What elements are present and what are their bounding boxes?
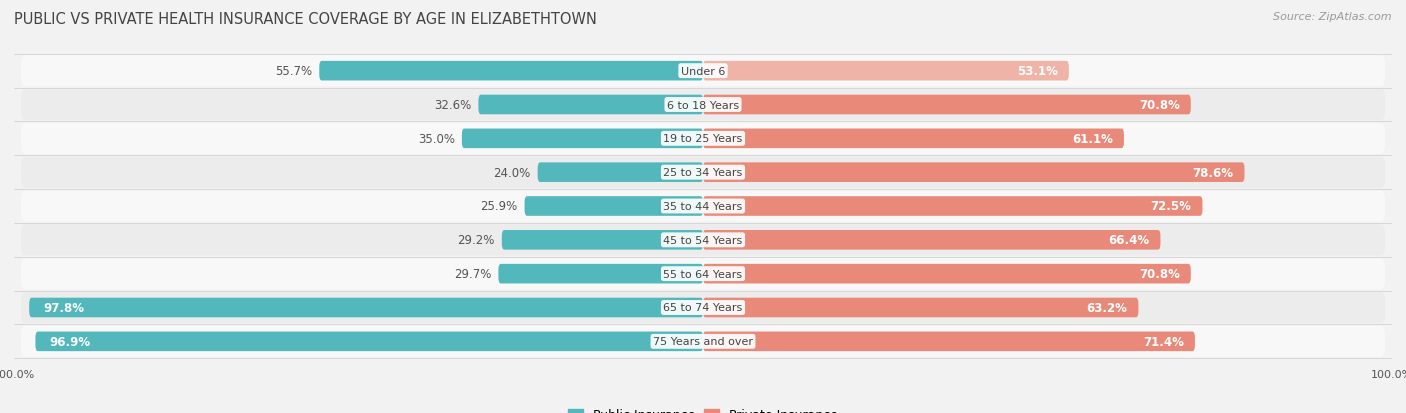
Text: 32.6%: 32.6% [434,99,471,112]
Text: 61.1%: 61.1% [1071,133,1114,145]
FancyBboxPatch shape [21,191,1385,222]
FancyBboxPatch shape [703,332,1195,351]
Text: 6 to 18 Years: 6 to 18 Years [666,100,740,110]
Text: 63.2%: 63.2% [1087,301,1128,314]
Text: 19 to 25 Years: 19 to 25 Years [664,134,742,144]
FancyBboxPatch shape [21,259,1385,290]
FancyBboxPatch shape [703,129,1123,149]
FancyBboxPatch shape [703,230,1160,250]
Text: 25 to 34 Years: 25 to 34 Years [664,168,742,178]
Text: Under 6: Under 6 [681,66,725,76]
Text: PUBLIC VS PRIVATE HEALTH INSURANCE COVERAGE BY AGE IN ELIZABETHTOWN: PUBLIC VS PRIVATE HEALTH INSURANCE COVER… [14,12,598,27]
FancyBboxPatch shape [703,163,1244,183]
FancyBboxPatch shape [703,197,1202,216]
FancyBboxPatch shape [21,225,1385,256]
FancyBboxPatch shape [21,90,1385,121]
Text: 72.5%: 72.5% [1150,200,1191,213]
FancyBboxPatch shape [21,56,1385,87]
Text: 96.9%: 96.9% [49,335,90,348]
Text: 97.8%: 97.8% [44,301,84,314]
Text: Source: ZipAtlas.com: Source: ZipAtlas.com [1274,12,1392,22]
FancyBboxPatch shape [502,230,703,250]
FancyBboxPatch shape [703,95,1191,115]
Text: 53.1%: 53.1% [1017,65,1057,78]
Text: 78.6%: 78.6% [1192,166,1233,179]
FancyBboxPatch shape [30,298,703,318]
Text: 35.0%: 35.0% [418,133,456,145]
Text: 55.7%: 55.7% [276,65,312,78]
Text: 71.4%: 71.4% [1143,335,1184,348]
FancyBboxPatch shape [21,326,1385,357]
FancyBboxPatch shape [21,123,1385,154]
Text: 66.4%: 66.4% [1108,234,1150,247]
Text: 35 to 44 Years: 35 to 44 Years [664,202,742,211]
Text: 70.8%: 70.8% [1139,268,1180,280]
Text: 65 to 74 Years: 65 to 74 Years [664,303,742,313]
Text: 70.8%: 70.8% [1139,99,1180,112]
Legend: Public Insurance, Private Insurance: Public Insurance, Private Insurance [562,404,844,413]
FancyBboxPatch shape [537,163,703,183]
FancyBboxPatch shape [35,332,703,351]
Text: 55 to 64 Years: 55 to 64 Years [664,269,742,279]
FancyBboxPatch shape [478,95,703,115]
FancyBboxPatch shape [703,264,1191,284]
Text: 25.9%: 25.9% [481,200,517,213]
FancyBboxPatch shape [703,62,1069,81]
FancyBboxPatch shape [498,264,703,284]
FancyBboxPatch shape [21,157,1385,188]
FancyBboxPatch shape [524,197,703,216]
FancyBboxPatch shape [463,129,703,149]
Text: 29.7%: 29.7% [454,268,492,280]
FancyBboxPatch shape [703,298,1139,318]
Text: 24.0%: 24.0% [494,166,531,179]
Text: 45 to 54 Years: 45 to 54 Years [664,235,742,245]
Text: 75 Years and over: 75 Years and over [652,337,754,347]
Text: 29.2%: 29.2% [457,234,495,247]
FancyBboxPatch shape [319,62,703,81]
FancyBboxPatch shape [21,292,1385,323]
